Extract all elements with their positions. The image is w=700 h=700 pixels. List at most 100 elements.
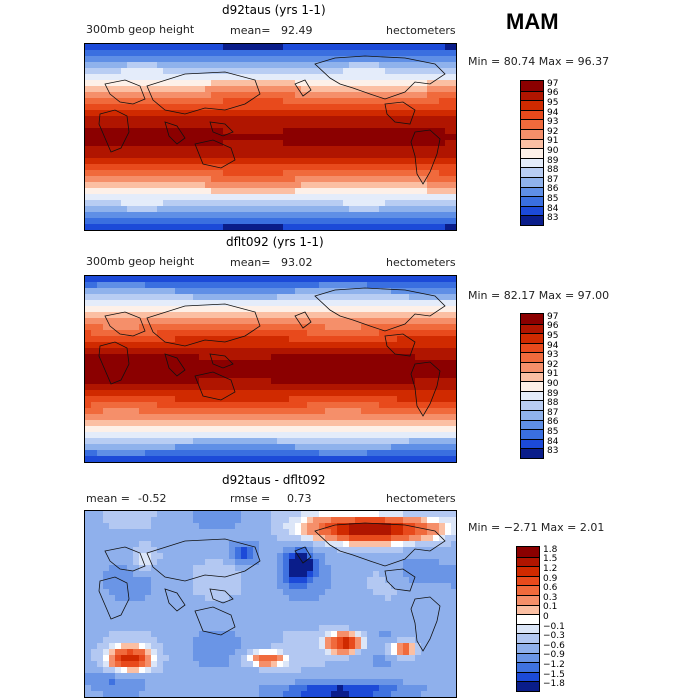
map-cell: [199, 432, 206, 439]
map-cell: [259, 583, 266, 590]
map-cell: [301, 402, 308, 409]
map-cell: [97, 378, 104, 385]
map-cell: [175, 164, 182, 171]
map-cell: [277, 450, 284, 457]
map-cell: [247, 194, 254, 201]
map-cell: [367, 324, 374, 331]
map-cell: [247, 300, 254, 307]
map-cell: [211, 224, 218, 230]
map-cell: [103, 595, 110, 602]
map-cell: [247, 182, 254, 189]
map-cell: [313, 50, 320, 57]
map-cell: [433, 116, 440, 123]
map-cell: [271, 224, 278, 230]
map-cell: [181, 128, 188, 135]
map-cell: [229, 426, 236, 433]
map-cell: [103, 535, 110, 542]
map-cell: [379, 535, 386, 542]
map-cell: [97, 98, 104, 105]
map-cell: [145, 336, 152, 343]
map-cell: [337, 378, 344, 385]
map-cell: [217, 86, 224, 93]
map-cell: [439, 74, 446, 81]
map-cell: [361, 306, 368, 313]
map-cell: [247, 294, 254, 301]
map-cell: [109, 547, 116, 554]
map-cell: [133, 372, 140, 379]
map-cell: [133, 282, 140, 289]
map-cell: [415, 116, 422, 123]
map-cell: [139, 44, 146, 51]
map-cell: [325, 571, 332, 578]
map-cell: [349, 206, 356, 213]
map-cell: [433, 68, 440, 75]
map-cell: [331, 324, 338, 331]
map-cell: [205, 432, 212, 439]
map-cell: [325, 384, 332, 391]
map-cell: [175, 595, 182, 602]
map-cell: [169, 312, 176, 319]
map-cell: [355, 56, 362, 63]
map-cell: [253, 200, 260, 207]
map-cell: [97, 276, 104, 283]
map-cell: [349, 456, 356, 462]
map-cell: [151, 366, 158, 373]
map-cell: [157, 553, 164, 560]
map-cell: [139, 300, 146, 307]
map-cell: [427, 276, 434, 283]
map-cell: [175, 330, 182, 337]
map-cell: [229, 414, 236, 421]
map-cell: [349, 182, 356, 189]
map-cell: [85, 104, 92, 111]
map-cell: [391, 86, 398, 93]
map-cell: [103, 571, 110, 578]
map-cell: [307, 50, 314, 57]
map-cell: [301, 571, 308, 578]
map-cell: [301, 212, 308, 219]
map-cell: [205, 378, 212, 385]
map-cell: [181, 50, 188, 57]
map-cell: [133, 360, 140, 367]
map-cell: [421, 402, 428, 409]
map-cell: [211, 152, 218, 159]
map-cell: [205, 294, 212, 301]
map-cell: [337, 432, 344, 439]
map-cell: [331, 122, 338, 129]
map-cell: [325, 529, 332, 536]
map-cell: [319, 128, 326, 135]
map-cell: [403, 426, 410, 433]
map-cell: [259, 589, 266, 596]
map-cell: [103, 342, 110, 349]
map-cell: [217, 336, 224, 343]
map-cell: [301, 589, 308, 596]
map-cell: [211, 146, 218, 153]
map-cell: [409, 50, 416, 57]
map-cell: [253, 565, 260, 572]
map-cell: [217, 432, 224, 439]
map-cell: [169, 547, 176, 554]
map-cell: [115, 194, 122, 201]
map-cell: [313, 577, 320, 584]
map-cell: [379, 188, 386, 195]
map-cell: [187, 288, 194, 295]
map-cell: [427, 438, 434, 445]
map-cell: [415, 44, 422, 51]
map-cell: [163, 188, 170, 195]
map-cell: [97, 450, 104, 457]
map-cell: [193, 158, 200, 165]
map-cell: [421, 276, 428, 283]
map-cell: [409, 420, 416, 427]
map-cell: [247, 212, 254, 219]
map-cell: [331, 170, 338, 177]
map-cell: [85, 396, 92, 403]
map-cell: [133, 559, 140, 566]
map-cell: [295, 134, 302, 141]
map-cell: [355, 396, 362, 403]
map-cell: [85, 360, 92, 367]
map-cell: [115, 571, 122, 578]
map-cell: [283, 372, 290, 379]
map-cell: [391, 110, 398, 117]
map-cell: [259, 282, 266, 289]
map-cell: [235, 535, 242, 542]
map-cell: [115, 68, 122, 75]
